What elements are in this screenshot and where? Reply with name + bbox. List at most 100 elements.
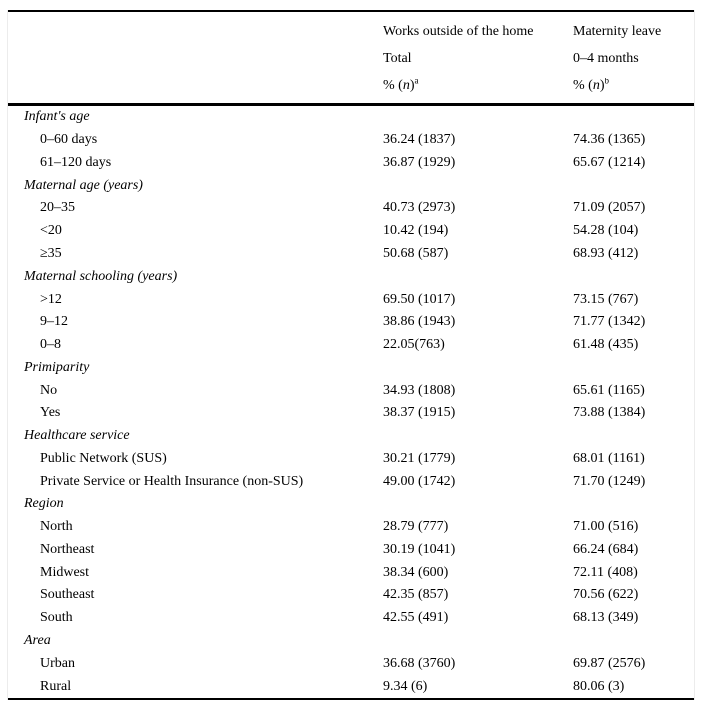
maternity-leave-value: 71.00 (516) [573,519,639,535]
works-outside-value: 42.35 (857) [383,587,449,603]
maternity-leave-value: 65.61 (1165) [573,382,645,398]
section-label: Maternal age (years) [24,177,143,193]
section-header-row: Infant's age [8,106,694,129]
table-row: 61–120 days 36.87 (1929) 65.67 (1214) [8,152,694,175]
maternity-leave-value: 73.88 (1384) [573,405,646,421]
section-label: Region [24,496,64,512]
footnote-a-marker: a [414,77,419,85]
works-outside-value: 30.19 (1041) [383,541,456,557]
table-row: Yes 38.37 (1915) 73.88 (1384) [8,402,694,425]
maternity-leave-value: 71.77 (1342) [573,314,646,330]
maternity-leave-value: 74.36 (1365) [573,132,646,148]
section-header-row: Healthcare service [8,425,694,448]
maternity-leave-group-header: Maternity leave [573,23,662,39]
table-row: South 42.55 (491) 68.13 (349) [8,607,694,630]
table-row: 0–60 days 36.24 (1837) 74.36 (1365) [8,129,694,152]
maternity-leave-value: 70.56 (622) [573,587,639,603]
works-outside-value: 36.68 (3760) [383,655,456,671]
table-row: Private Service or Health Insurance (non… [8,470,694,493]
measure-close: ) [599,77,605,93]
works-outside-value: 42.55 (491) [383,610,449,626]
row-label: North [40,519,73,535]
maternity-leave-value: 68.13 (349) [573,610,639,626]
section-header-row: Maternal age (years) [8,174,694,197]
percent-n-a-header: % (n)a [383,78,573,94]
table-row: Rural 9.34 (6) 80.06 (3) [8,675,694,698]
table-row: Northeast 30.19 (1041) 66.24 (684) [8,539,694,562]
maternity-leave-value: 69.87 (2576) [573,655,646,671]
row-label: 0–60 days [40,132,98,148]
months-subheader: 0–4 months [573,50,639,66]
row-label: Southeast [40,587,95,603]
maternity-leave-value: 61.48 (435) [573,337,639,353]
table-header: Works outside of the home Maternity leav… [8,12,694,106]
header-group-row: Works outside of the home Maternity leav… [8,18,694,45]
demographics-table: Works outside of the home Maternity leav… [8,10,694,700]
works-outside-value: 36.87 (1929) [383,154,456,170]
row-label: >12 [40,291,62,307]
section-label: Healthcare service [24,428,130,444]
works-outside-value: 9.34 (6) [383,678,428,694]
section-header-row: Area [8,630,694,653]
row-label: Urban [40,655,75,671]
maternity-leave-value: 54.28 (104) [573,223,639,239]
row-label: Yes [40,405,61,421]
table-row: Southeast 42.35 (857) 70.56 (622) [8,584,694,607]
works-outside-value: 10.42 (194) [383,223,449,239]
maternity-leave-value: 80.06 (3) [573,678,625,694]
works-outside-value: 40.73 (2973) [383,200,456,216]
measure-prefix: % ( [383,77,403,93]
works-outside-group-header: Works outside of the home [383,23,534,39]
maternity-leave-value: 73.15 (767) [573,291,639,307]
works-outside-value: 38.86 (1943) [383,314,456,330]
works-outside-value: 38.37 (1915) [383,405,456,421]
maternity-leave-value: 68.01 (1161) [573,450,645,466]
maternity-leave-value: 71.70 (1249) [573,473,646,489]
header-measure-row: % (n)a % (n)b [8,72,694,99]
row-label: ≥35 [40,245,62,261]
section-header-row: Region [8,493,694,516]
table-row: >12 69.50 (1017) 73.15 (767) [8,288,694,311]
works-outside-value: 38.34 (600) [383,564,449,580]
row-label: <20 [40,223,62,239]
maternity-leave-value: 65.67 (1214) [573,154,646,170]
measure-close: ) [409,77,415,93]
row-label: Private Service or Health Insurance (non… [40,473,304,489]
works-outside-value: 36.24 (1837) [383,132,456,148]
row-label: Rural [40,678,72,694]
works-outside-value: 22.05(763) [383,337,445,353]
measure-prefix: % ( [573,77,593,93]
section-header-row: Maternal schooling (years) [8,265,694,288]
row-label: Public Network (SUS) [40,450,167,466]
total-subheader: Total [383,50,412,66]
works-outside-value: 49.00 (1742) [383,473,456,489]
row-label: No [40,382,58,398]
row-label: South [40,610,73,626]
row-label: 20–35 [40,200,75,216]
row-label: 0–8 [40,337,61,353]
maternity-leave-value: 71.09 (2057) [573,200,646,216]
table-row: ≥35 50.68 (587) 68.93 (412) [8,243,694,266]
table-row: North 28.79 (777) 71.00 (516) [8,516,694,539]
measure-n: n [402,77,410,93]
table-row: No 34.93 (1808) 65.61 (1165) [8,379,694,402]
table-row: Urban 36.68 (3760) 69.87 (2576) [8,652,694,675]
works-outside-value: 28.79 (777) [383,519,449,535]
section-label: Primiparity [24,359,90,375]
row-label: 9–12 [40,314,68,330]
works-outside-value: 69.50 (1017) [383,291,456,307]
section-header-row: Primiparity [8,356,694,379]
table-row: 9–12 38.86 (1943) 71.77 (1342) [8,311,694,334]
table-row: 20–35 40.73 (2973) 71.09 (2057) [8,197,694,220]
table-row: Midwest 38.34 (600) 72.11 (408) [8,561,694,584]
row-label: Northeast [40,541,95,557]
section-label: Infant's age [24,109,90,125]
works-outside-value: 34.93 (1808) [383,382,456,398]
section-label: Maternal schooling (years) [24,268,178,284]
table-body: Infant's age 0–60 days 36.24 (1837) 74.3… [8,106,694,698]
row-label: 61–120 days [40,154,112,170]
header-sub-row: Total 0–4 months [8,45,694,72]
table-row: <20 10.42 (194) 54.28 (104) [8,220,694,243]
works-outside-value: 30.21 (1779) [383,450,456,466]
percent-n-b-header: % (n)b [573,78,694,94]
